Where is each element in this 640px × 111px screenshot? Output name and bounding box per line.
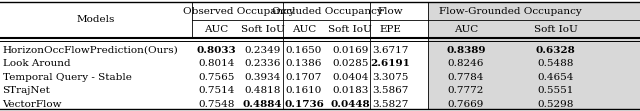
Text: AUC: AUC: [204, 25, 228, 34]
Text: VectorFlow: VectorFlow: [3, 99, 62, 108]
Text: 0.3934: 0.3934: [244, 72, 280, 81]
Text: Temporal Query - Stable: Temporal Query - Stable: [3, 72, 131, 81]
Text: 0.4654: 0.4654: [538, 72, 573, 81]
Text: Soft IoU: Soft IoU: [328, 25, 372, 34]
Text: 0.2349: 0.2349: [244, 46, 280, 55]
Text: 0.7669: 0.7669: [448, 99, 484, 108]
Text: 0.8389: 0.8389: [446, 46, 486, 55]
Text: Flow-Grounded Occupancy: Flow-Grounded Occupancy: [439, 7, 582, 16]
Text: 0.8033: 0.8033: [196, 46, 236, 55]
Text: 0.7784: 0.7784: [448, 72, 484, 81]
Text: Occluded Occupancy: Occluded Occupancy: [271, 7, 383, 16]
Text: Soft IoU: Soft IoU: [534, 25, 577, 34]
Text: 0.1650: 0.1650: [286, 46, 322, 55]
Text: 0.0448: 0.0448: [330, 99, 370, 108]
Text: 0.0183: 0.0183: [332, 86, 368, 95]
Text: 0.6328: 0.6328: [536, 46, 575, 55]
Text: 0.0404: 0.0404: [332, 72, 368, 81]
Text: 0.4884: 0.4884: [243, 99, 282, 108]
Text: Flow: Flow: [378, 7, 403, 16]
Text: AUC: AUC: [292, 25, 316, 34]
Text: 0.5551: 0.5551: [538, 86, 573, 95]
Text: 3.5867: 3.5867: [372, 86, 408, 95]
Text: Models: Models: [77, 16, 115, 25]
Text: 0.5298: 0.5298: [538, 99, 573, 108]
Text: 0.7514: 0.7514: [198, 86, 234, 95]
Text: AUC: AUC: [454, 25, 478, 34]
Text: 2.6191: 2.6191: [371, 59, 410, 68]
Text: 0.1707: 0.1707: [286, 72, 322, 81]
Text: 0.7548: 0.7548: [198, 99, 234, 108]
Text: 0.2336: 0.2336: [244, 59, 280, 68]
Text: 3.3075: 3.3075: [372, 72, 408, 81]
Text: 0.8246: 0.8246: [448, 59, 484, 68]
Text: 0.7565: 0.7565: [198, 72, 234, 81]
Text: 0.5488: 0.5488: [538, 59, 573, 68]
Text: 0.8014: 0.8014: [198, 59, 234, 68]
Text: Look Around: Look Around: [3, 59, 70, 68]
Text: 3.6717: 3.6717: [372, 46, 408, 55]
Text: Observed Occupancy: Observed Occupancy: [184, 7, 295, 16]
Text: 0.1736: 0.1736: [284, 99, 324, 108]
Text: 3.5827: 3.5827: [372, 99, 408, 108]
Text: 0.7772: 0.7772: [448, 86, 484, 95]
Text: 0.0285: 0.0285: [332, 59, 368, 68]
Bar: [428, 2, 640, 109]
Text: 0.4818: 0.4818: [244, 86, 280, 95]
Text: 0.0169: 0.0169: [332, 46, 368, 55]
Text: 0.1386: 0.1386: [286, 59, 322, 68]
Text: 0.1610: 0.1610: [286, 86, 322, 95]
Text: Soft IoU: Soft IoU: [241, 25, 284, 34]
Text: HorizonOccFlowPrediction(Ours): HorizonOccFlowPrediction(Ours): [3, 46, 179, 55]
Text: EPE: EPE: [380, 25, 401, 34]
Text: STrajNet: STrajNet: [3, 86, 51, 95]
